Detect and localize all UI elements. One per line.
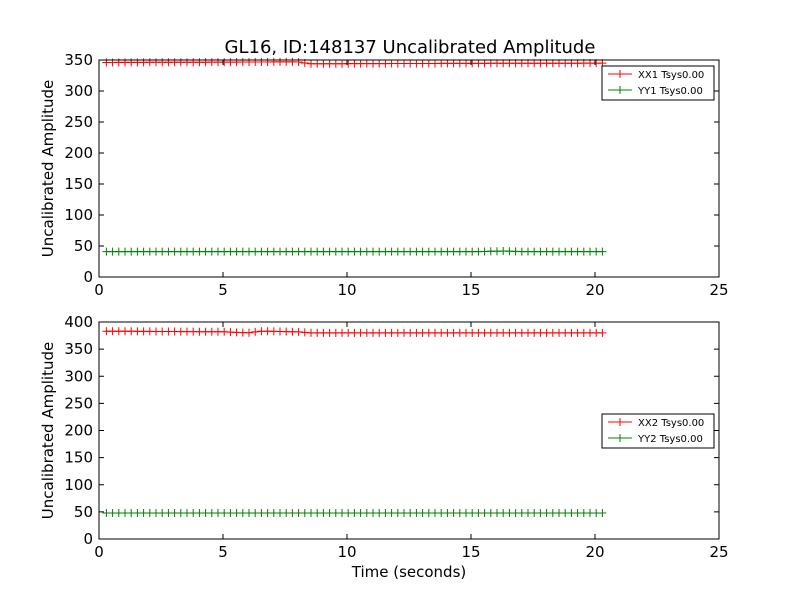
y-tick-label: 0: [83, 268, 93, 286]
legend-label: XX1 Tsys0.00: [638, 70, 704, 81]
x-tick-label: 5: [218, 543, 228, 561]
y-tick-label: 300: [64, 367, 93, 385]
x-tick-label: 5: [218, 281, 228, 299]
data-point-marker: [294, 58, 303, 66]
data-point-marker: [251, 327, 260, 336]
legend: XX2 Tsys0.00 YY2 Tsys0.00: [601, 413, 715, 449]
series-xx2: [102, 327, 607, 337]
subplot-top: 0 5 10 15 20 25050100150200250300350Uncalibra…: [39, 51, 729, 299]
x-tick-label: 25: [709, 281, 728, 299]
legend-entry: YY2 Tsys0.00: [608, 434, 703, 445]
legend-marker: [616, 86, 624, 94]
legend-marker: [616, 434, 624, 442]
legend-entry: XX1 Tsys0.00: [608, 70, 704, 81]
legend: XX1 Tsys0.00 YY1 Tsys0.00: [601, 65, 715, 101]
y-tick-label: 200: [64, 422, 93, 440]
y-tick-label: 100: [64, 476, 93, 494]
legend-label: YY2 Tsys0.00: [637, 434, 703, 445]
y-tick-label: 300: [64, 82, 93, 100]
y-tick-label: 400: [64, 313, 93, 331]
x-tick-label: 15: [461, 543, 480, 561]
y-tick-label: 200: [64, 144, 93, 162]
y-tick-label: 250: [64, 113, 93, 131]
plot-frame: [98, 59, 720, 278]
x-tick-label: 20: [585, 543, 604, 561]
x-tick-label: 0: [94, 281, 104, 299]
x-tick-label: 10: [337, 543, 356, 561]
legend-entry: XX2 Tsys0.00: [608, 418, 704, 429]
y-tick-label: 0: [83, 530, 93, 548]
legend-label: XX2 Tsys0.00: [638, 418, 704, 429]
legend-box: [601, 65, 715, 101]
series-xx1: [102, 57, 607, 68]
y-tick-label: 250: [64, 394, 93, 412]
y-tick-label: 350: [64, 340, 93, 358]
legend-box: [601, 413, 715, 449]
y-axis-label: Uncalibrated Amplitude: [39, 342, 57, 519]
legend-marker: [616, 70, 624, 78]
series-yy2: [102, 509, 607, 517]
y-axis-label: Uncalibrated Amplitude: [39, 80, 57, 257]
data-point-marker: [245, 328, 253, 337]
x-axis-label: Time (seconds): [351, 563, 467, 581]
data-point-marker: [598, 509, 607, 517]
y-tick-label: 150: [64, 175, 93, 193]
x-tick-label: 20: [585, 281, 604, 299]
legend-label: YY1 Tsys0.00: [637, 86, 703, 97]
data-point-marker: [598, 328, 607, 337]
x-tick-label: 0: [94, 543, 104, 561]
x-tick-label: 25: [709, 543, 728, 561]
legend-entry: YY1 Tsys0.00: [608, 86, 703, 97]
y-tick-label: 150: [64, 449, 93, 467]
y-tick-label: 50: [74, 503, 93, 521]
legend-marker: [616, 418, 624, 426]
series-yy1: [102, 247, 607, 256]
chart-title: GL16, ID:148137 Uncalibrated Amplitude: [225, 37, 596, 58]
y-tick-label: 350: [64, 51, 93, 69]
x-tick-label: 15: [461, 281, 480, 299]
x-tick-label: 10: [337, 281, 356, 299]
y-tick-label: 50: [74, 237, 93, 255]
subplot-bottom: 0 5 10 15 20 25050100150200250300350400Uncali…: [39, 313, 729, 581]
y-tick-label: 100: [64, 206, 93, 224]
data-point-marker: [598, 247, 607, 256]
